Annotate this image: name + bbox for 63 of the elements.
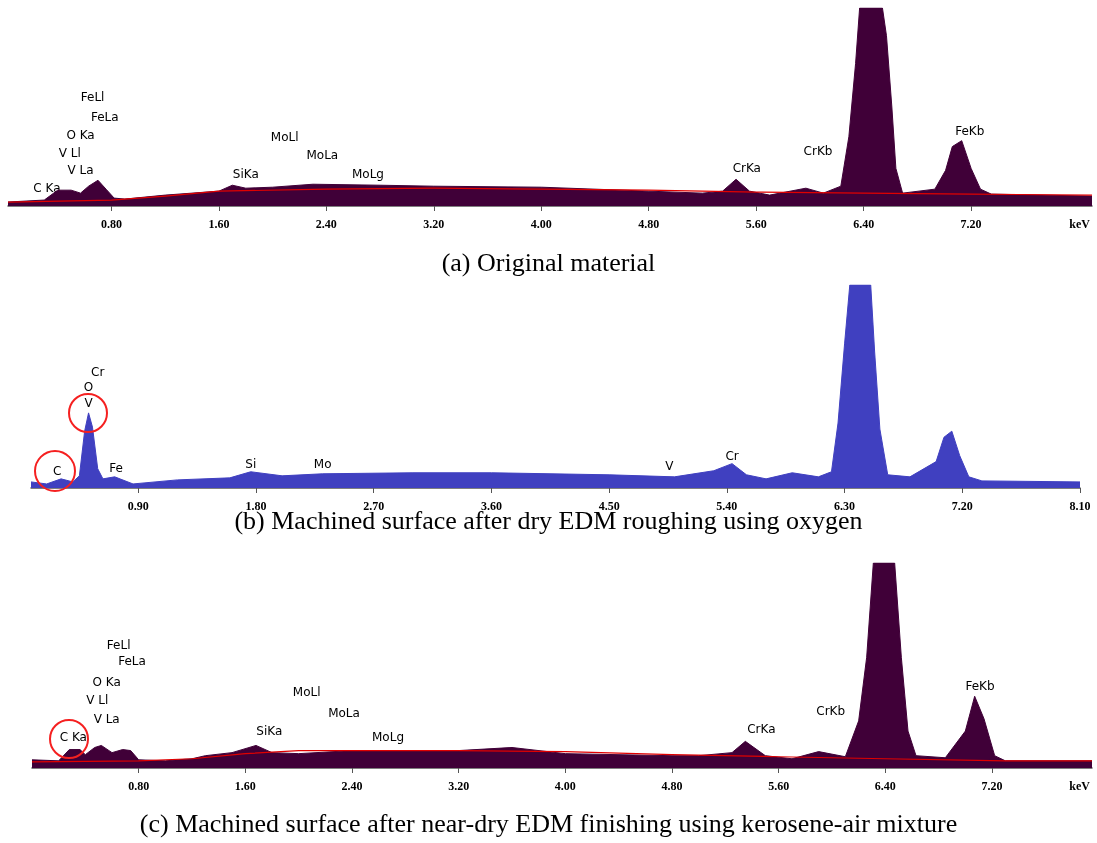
x-tick-label: 4.80: [661, 779, 683, 793]
annotation: O: [83, 379, 94, 394]
annotation: FeLa: [90, 109, 119, 124]
text: (c) Machined surface after near-dry EDM finishing using kerosene-air mixture: [139, 808, 958, 838]
x-tick-label: 6.40: [874, 779, 896, 793]
annotation: V Ll: [86, 693, 109, 708]
annotation: CrKb: [816, 703, 846, 718]
x-tick-label: 6.40: [853, 217, 875, 231]
annotation: V: [84, 395, 94, 410]
x-tick-label: 5.40: [716, 499, 738, 513]
x-tick-label: 4.00: [530, 217, 552, 231]
annotation: FeKb: [965, 679, 995, 693]
annotation: MoLg: [351, 167, 384, 182]
x-axis-title: keV: [1069, 217, 1091, 231]
annotation: V La: [67, 163, 94, 178]
x-tick-label: 8.10: [1069, 499, 1091, 513]
x-tick-label: 4.50: [598, 499, 620, 513]
x-tick-label: 6.30: [834, 499, 856, 513]
annotation: FeKb: [955, 123, 985, 138]
annotation: Cr: [91, 365, 105, 380]
x-tick-label: 7.20: [981, 779, 1003, 793]
x-tick-label: 2.70: [363, 499, 385, 513]
x-tick-label: 3.20: [448, 779, 470, 793]
annotation: MoLl: [292, 685, 321, 700]
annotation: V Ll: [58, 145, 81, 160]
annotation: V: [665, 458, 675, 473]
x-tick-label: 5.60: [768, 779, 790, 793]
annotation: FeLl: [80, 90, 105, 105]
x-tick-label: 1.60: [234, 779, 256, 793]
x-tick-label: 2.40: [341, 779, 363, 793]
x-tick-label: 0.90: [127, 499, 149, 513]
annotation: O Ka: [66, 127, 95, 142]
annotation: MoLa: [306, 147, 339, 162]
annotation: FeLa: [118, 654, 146, 669]
x-axis-title: keV: [1069, 779, 1091, 793]
text: (a) Original material: [441, 247, 656, 277]
x-tick-label: 1.60: [208, 217, 230, 231]
annotation: SiKa: [232, 167, 259, 182]
annotation: SiKa: [256, 724, 283, 739]
x-tick-label: 7.20: [951, 499, 973, 513]
annotation: MoLg: [372, 730, 404, 745]
x-tick-label: 2.40: [315, 217, 337, 231]
annotation: O Ka: [92, 674, 121, 689]
annotation: FeLl: [106, 638, 131, 652]
annotation: Fe: [109, 460, 123, 475]
annotation: Si: [245, 456, 257, 471]
annotation: C Ka: [59, 730, 87, 745]
x-tick-label: 0.80: [100, 217, 122, 231]
annotation: V La: [93, 711, 120, 726]
annotation: Cr: [725, 448, 739, 463]
annotation: CrKa: [747, 722, 776, 737]
x-tick-label: 3.20: [423, 217, 445, 231]
x-tick-label: 5.60: [745, 217, 767, 231]
annotation: Mo: [313, 456, 332, 471]
x-tick-label: 0.80: [128, 779, 150, 793]
annotation: C: [52, 463, 62, 478]
annotation: MoLa: [328, 705, 360, 720]
x-tick-label: 7.20: [960, 217, 982, 231]
x-tick-label: 4.00: [554, 779, 576, 793]
x-tick-label: 4.80: [638, 217, 660, 231]
annotation: CrKb: [803, 143, 833, 158]
annotation: CrKa: [732, 161, 761, 176]
annotation: MoLl: [270, 129, 299, 144]
